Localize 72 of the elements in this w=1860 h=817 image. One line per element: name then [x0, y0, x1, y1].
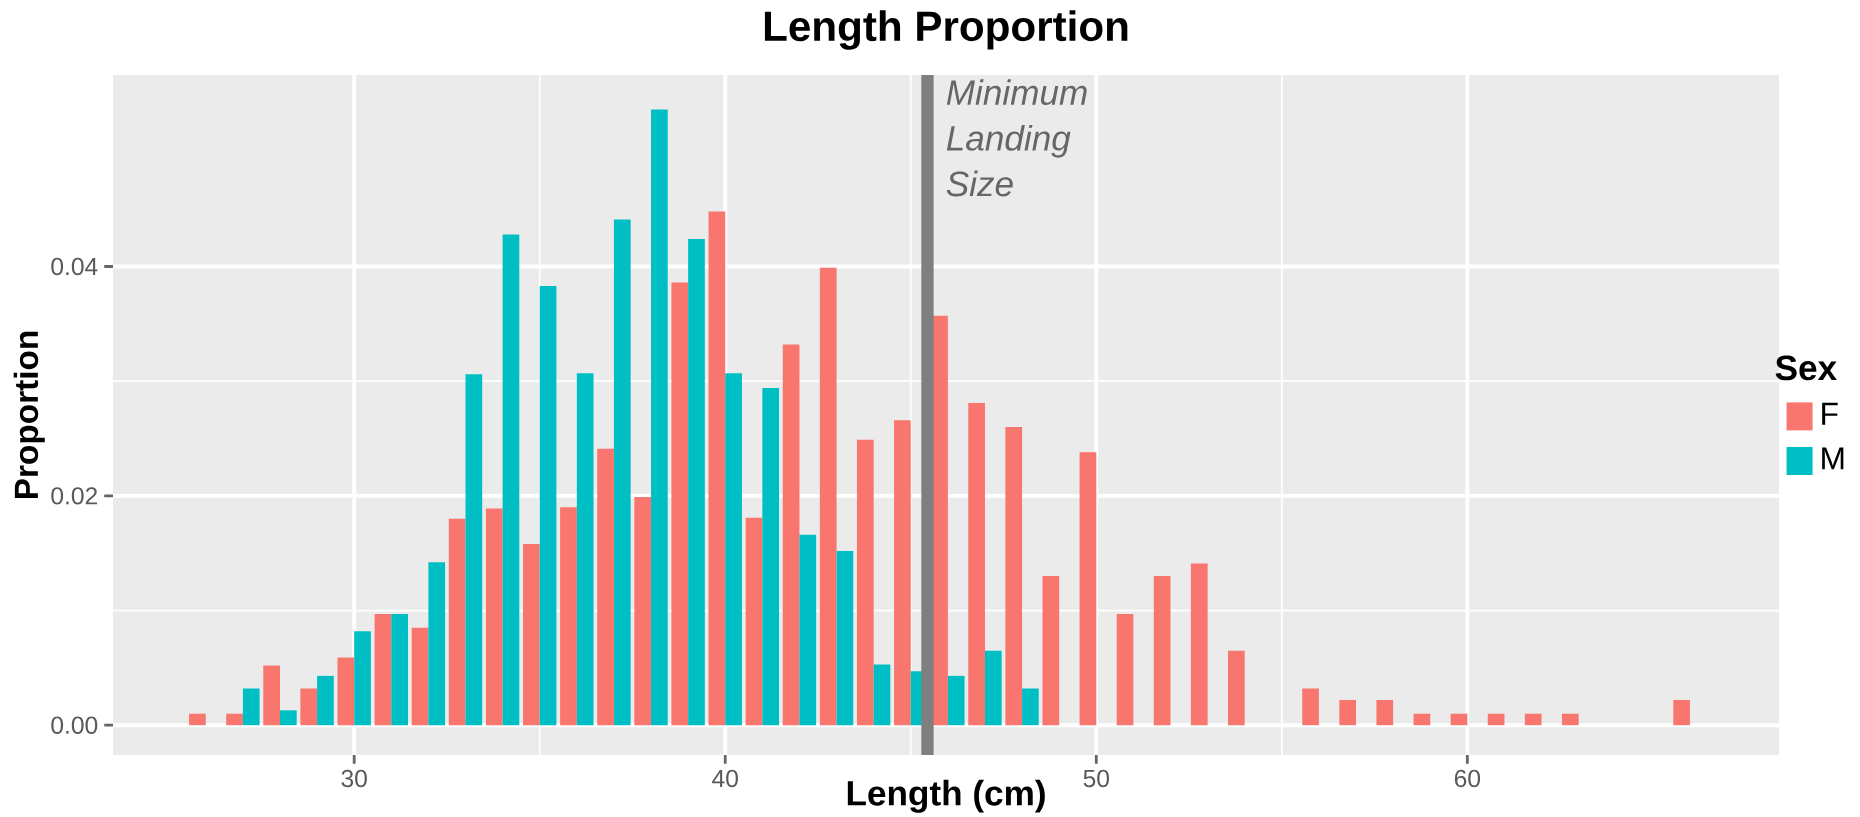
- bar: [1302, 688, 1319, 726]
- y-tick-label: 0.02: [51, 487, 98, 505]
- y-axis-title: Proportion: [13, 331, 45, 499]
- bar: [597, 448, 614, 726]
- bar: [1673, 699, 1690, 726]
- x-axis-title: Length (cm): [847, 779, 1045, 813]
- bar: [968, 402, 985, 726]
- bar: [819, 267, 837, 726]
- bar: [1228, 650, 1245, 726]
- bar: [502, 234, 520, 726]
- bar: [1116, 613, 1134, 726]
- bar: [523, 544, 540, 726]
- bar: [651, 109, 668, 726]
- bar: [613, 219, 631, 726]
- bar: [317, 675, 334, 726]
- bar: [1487, 713, 1505, 726]
- bar: [836, 550, 854, 726]
- bar: [374, 613, 392, 726]
- x-tick-label: 30: [341, 769, 367, 788]
- x-tick-label: 40: [712, 769, 738, 788]
- bar: [688, 238, 705, 726]
- bar: [1079, 452, 1097, 726]
- bar: [263, 665, 280, 726]
- x-tick-label: 50: [1083, 769, 1110, 788]
- bar: [411, 627, 429, 726]
- bar: [279, 710, 297, 726]
- bar: [428, 562, 446, 726]
- bar: [300, 688, 318, 726]
- bar: [1005, 427, 1023, 726]
- bar: [1561, 713, 1579, 726]
- bar: [856, 439, 874, 726]
- legend-label: F: [1822, 402, 1838, 425]
- bar: [873, 664, 891, 726]
- bar: [634, 496, 652, 726]
- chart-title: Length Proportion: [764, 10, 1128, 50]
- bar: [799, 534, 817, 726]
- bar: [1413, 713, 1431, 726]
- ref-line-label: Minimum Landing Size: [946, 79, 1087, 197]
- bar: [782, 344, 800, 726]
- bar: [894, 420, 911, 726]
- bar: [576, 373, 594, 726]
- bar: [708, 211, 726, 726]
- bar: [242, 688, 260, 726]
- bar: [485, 508, 503, 726]
- legend-label: M: [1822, 447, 1844, 470]
- bar: [354, 631, 371, 726]
- x-tick-label: 60: [1454, 769, 1481, 788]
- bar: [1153, 576, 1171, 726]
- bar: [226, 713, 243, 726]
- bar: [189, 713, 206, 726]
- bar: [337, 657, 355, 726]
- bar: [539, 286, 557, 726]
- bar: [448, 518, 466, 726]
- bar: [762, 388, 780, 726]
- bar: [1339, 699, 1357, 726]
- bar: [1524, 713, 1542, 726]
- bar: [1450, 713, 1468, 726]
- bar: [1022, 688, 1039, 726]
- bar: [745, 517, 763, 726]
- bar: [725, 373, 742, 726]
- legend-title: Sex: [1775, 355, 1837, 381]
- y-tick-label: 0.00: [51, 716, 98, 734]
- bar: [1190, 563, 1208, 726]
- bar: [391, 613, 408, 726]
- bar: [1376, 699, 1394, 726]
- bar: [947, 675, 965, 726]
- bar: [671, 282, 689, 726]
- bar: [1042, 576, 1060, 726]
- bar: [984, 650, 1002, 726]
- bar: [465, 374, 483, 726]
- bar: [560, 507, 577, 726]
- y-tick-label: 0.04: [51, 257, 98, 276]
